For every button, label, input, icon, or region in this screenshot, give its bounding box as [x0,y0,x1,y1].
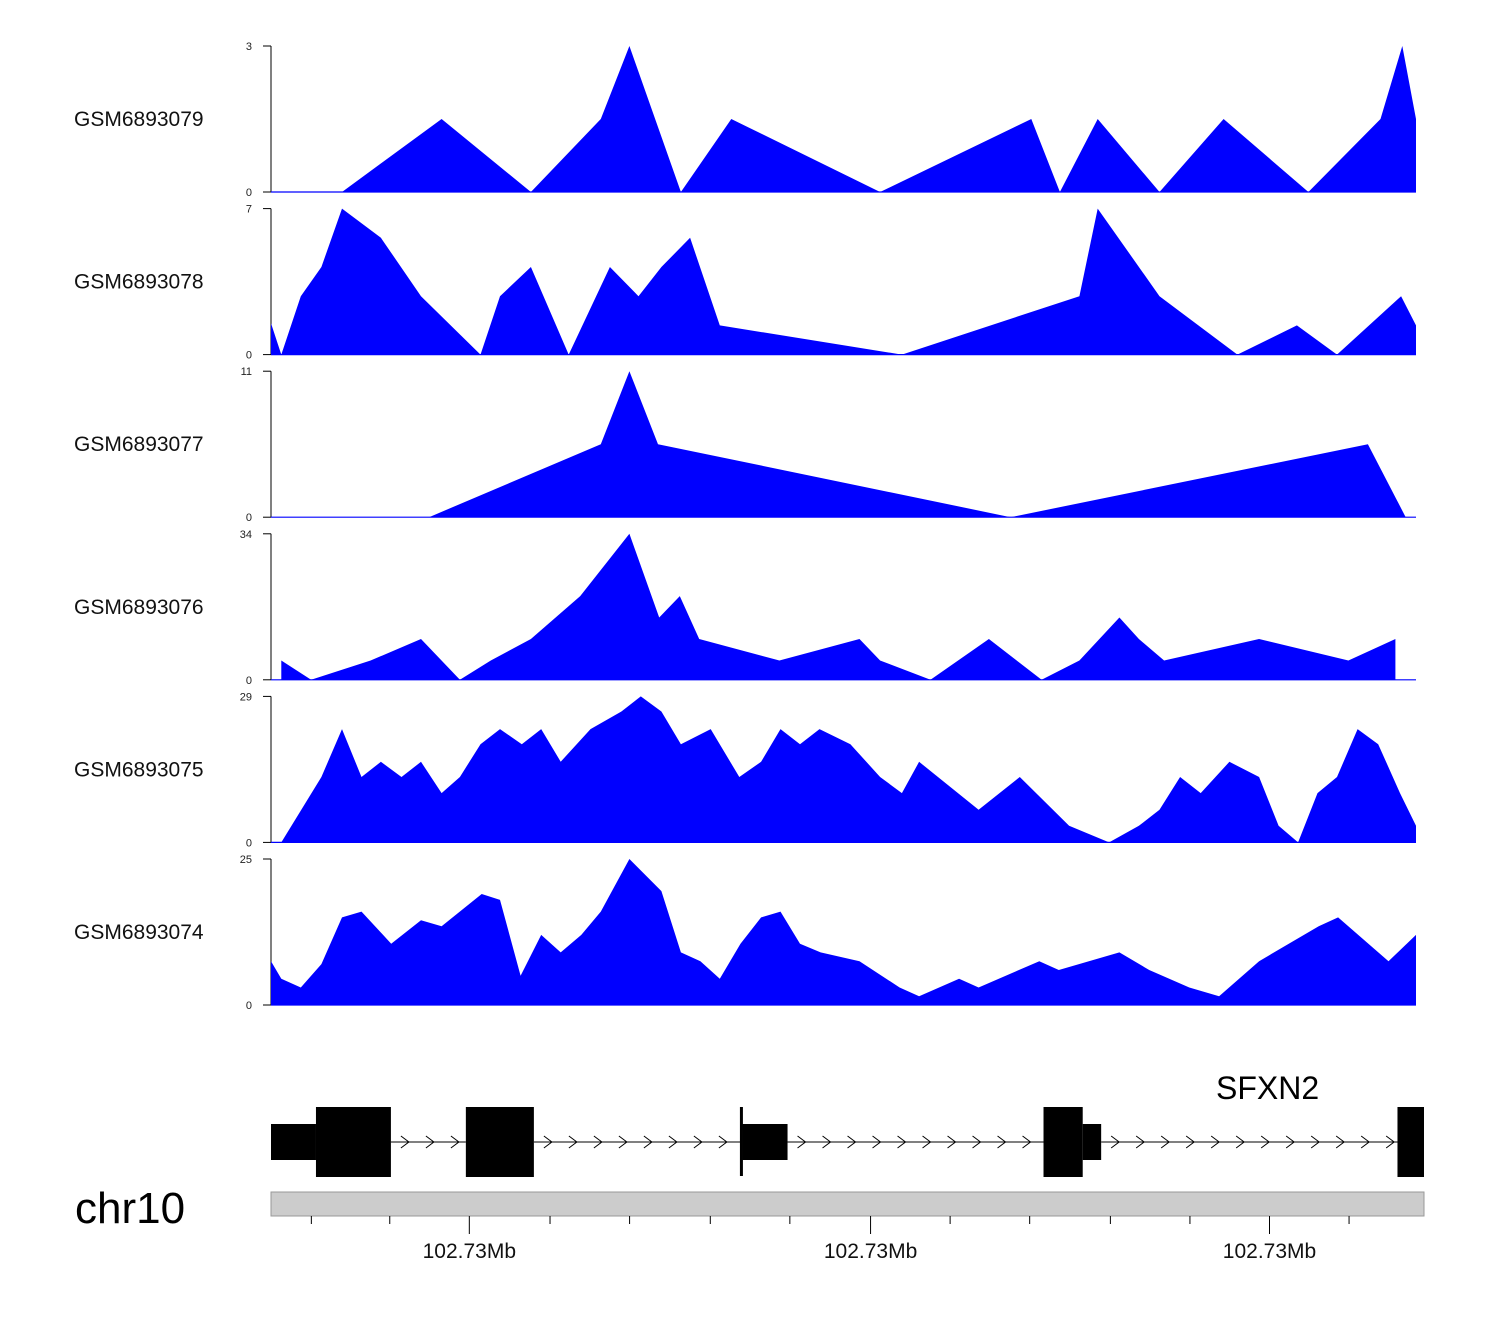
coverage-area [342,46,1416,192]
strand-arrow [897,1135,907,1149]
strand-arrow [593,1135,603,1149]
strand-arrow [1260,1135,1270,1149]
genome-axis: chr10 102.73Mb 102.73Mb 102.73Mb [75,1184,1425,1263]
strand-arrow [1110,1135,1120,1149]
coverage-area [281,533,1396,680]
y-tick-label-max: 7 [246,204,252,216]
track-GSM6893078: GSM6893078 7 0 [74,204,1416,362]
y-tick-label-min: 0 [246,350,252,362]
y-tick-label-max: 29 [240,691,252,703]
strand-arrow [1022,1135,1032,1149]
track-label: GSM6893077 [74,433,204,456]
strand-arrow [718,1135,728,1149]
strand-arrow [618,1135,628,1149]
gene-model-track: SFXN2 [271,1070,1424,1177]
y-tick-label-max: 25 [240,854,252,866]
strand-arrow [568,1135,578,1149]
axis-tick-label: 102.73Mb [1223,1240,1316,1263]
y-tick-label-max: 34 [240,529,252,541]
track-label: GSM6893075 [74,758,204,781]
y-tick-label-max: 11 [241,366,252,378]
ideogram-bar [270,1191,1425,1217]
strand-arrow [693,1135,703,1149]
chromosome-label: chr10 [75,1184,185,1233]
strand-arrow [1135,1135,1145,1149]
strand-arrow [997,1135,1007,1149]
strand-arrow [1210,1135,1220,1149]
y-tick-label-min: 0 [246,675,252,687]
strand-arrow [1235,1135,1245,1149]
track-label: GSM6893078 [74,271,204,294]
strand-arrow [1310,1135,1320,1149]
strand-arrow [822,1135,832,1149]
strand-arrow [1285,1135,1295,1149]
strand-arrow [543,1135,553,1149]
axis-tick-label: 102.73Mb [824,1240,917,1263]
strand-arrow [797,1135,807,1149]
coverage-area [281,696,1416,843]
coding-exon [465,1107,534,1177]
track-GSM6893076: GSM6893076 34 0 [74,529,1416,687]
strand-arrow [668,1135,678,1149]
track-label: GSM6893076 [74,596,204,619]
y-tick-label-min: 0 [246,512,252,524]
strand-arrow [1360,1135,1370,1149]
strand-arrow [1160,1135,1170,1149]
utr-exon [271,1124,316,1160]
strand-arrow [947,1135,957,1149]
coverage-area [271,208,1416,355]
y-tick-label-min: 0 [246,187,252,199]
strand-arrow [425,1135,435,1149]
y-tick-label-min: 0 [246,837,252,849]
strand-arrow [1335,1135,1345,1149]
strand-arrow [847,1135,857,1149]
strand-arrow [1185,1135,1195,1149]
y-tick-label-min: 0 [246,1000,252,1012]
strand-arrow [450,1135,460,1149]
track-GSM6893075: GSM6893075 29 0 [74,691,1416,849]
track-GSM6893077: GSM6893077 11 0 [74,366,1416,524]
strand-arrow [872,1135,882,1149]
coding-exon [1397,1107,1424,1177]
coverage-area [271,859,1416,1005]
coverage-tracks: GSM689307930GSM689307870GSM6893077110GSM… [74,41,1416,1012]
coverage-area [429,371,1406,518]
track-GSM6893079: GSM6893079 3 0 [74,41,1416,199]
utr-exon [742,1124,788,1160]
coding-exon [315,1107,391,1177]
track-GSM6893074: GSM6893074 25 0 [74,854,1416,1012]
coding-exon [1043,1107,1083,1177]
strand-arrow [922,1135,932,1149]
track-label: GSM6893074 [74,921,204,944]
y-tick-label-max: 3 [246,41,252,53]
gene-name-label: SFXN2 [1216,1070,1319,1106]
strand-arrow [643,1135,653,1149]
strand-arrow [400,1135,410,1149]
track-label: GSM6893079 [74,108,204,131]
axis-tick-label: 102.73Mb [423,1240,516,1263]
strand-arrow [1385,1135,1395,1149]
utr-exon [1082,1124,1102,1160]
strand-arrow [972,1135,982,1149]
